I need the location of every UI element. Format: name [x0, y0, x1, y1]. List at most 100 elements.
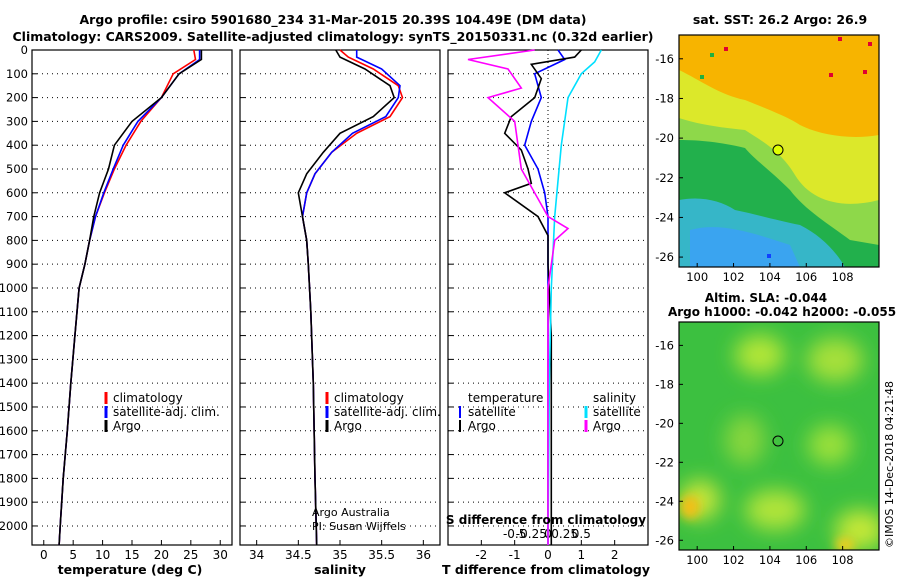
salinity-credit-line2: PI: Susan Wijffels — [312, 520, 406, 533]
map-x-tick-label: 108 — [832, 270, 854, 284]
s-tick-label: 0.25 — [551, 527, 578, 541]
temperature-legend: climatology satellite-adj. clim. Argo — [104, 391, 220, 433]
map-y-tick-label: -18 — [655, 377, 674, 391]
sla-argo-position-marker — [772, 435, 784, 447]
depth-tick-label: 1000 — [0, 281, 28, 295]
sst-argo-position-marker — [772, 144, 784, 156]
x-tick-label: 2 — [611, 548, 619, 562]
map-x-tick-label: 100 — [686, 553, 708, 567]
x-tick-label: 20 — [154, 548, 169, 562]
difference-legend-t-argo: Argo — [468, 419, 496, 433]
map-y-tick-label: -16 — [655, 52, 674, 66]
series-line-argo — [58, 50, 203, 546]
temperature-xlabel: temperature (deg C) — [58, 562, 203, 577]
depth-tick-label: 1300 — [0, 352, 28, 366]
map-y-tick-label: -20 — [655, 416, 674, 430]
map-x-tick-label: 106 — [795, 553, 817, 567]
series-line-satellite — [301, 50, 401, 546]
depth-tick-label: 1200 — [0, 329, 28, 343]
sst-map — [679, 35, 879, 267]
s-difference-label: S difference from climatology — [446, 513, 646, 527]
depth-tick-label: 1600 — [0, 424, 28, 438]
profiles-layer: 0100200300400500600700800900100011001200… — [0, 43, 648, 562]
x-tick-label: 36 — [416, 548, 431, 562]
salinity-panel-frame — [239, 49, 441, 546]
x-tick-label: 34 — [249, 548, 264, 562]
salinity-credit-line1: Argo Australia — [312, 506, 390, 519]
series-line-argo — [297, 49, 396, 546]
difference-xlabel: T difference from climatology — [442, 562, 650, 577]
x-tick-label: 34.5 — [285, 548, 312, 562]
series-line-climatology — [301, 49, 404, 546]
x-tick-label: 10 — [95, 548, 110, 562]
figure-title-line2: Climatology: CARS2009. Satellite-adjuste… — [12, 29, 653, 45]
sla-map-frame — [678, 321, 880, 551]
map-x-tick-label: 100 — [686, 270, 708, 284]
x-tick-label: 30 — [213, 548, 228, 562]
depth-tick-label: 100 — [6, 67, 28, 81]
x-tick-label: -2 — [475, 548, 487, 562]
map-y-tick-label: -26 — [655, 533, 674, 547]
x-tick-label: 15 — [124, 548, 139, 562]
x-tick-label: 35.5 — [368, 548, 395, 562]
map-y-tick-label: -16 — [655, 338, 674, 352]
temperature-legend-argo: Argo — [113, 419, 141, 433]
map-y-tick-label: -24 — [655, 494, 674, 508]
depth-tick-label: 400 — [6, 138, 28, 152]
x-tick-label: 0 — [544, 548, 552, 562]
map-y-tick-label: -26 — [655, 250, 674, 264]
map-y-tick-label: -18 — [655, 91, 674, 105]
depth-tick-label: 200 — [6, 91, 28, 105]
depth-tick-label: 1500 — [0, 400, 28, 414]
series-line-s-argo — [467, 49, 570, 545]
depth-tick-label: 700 — [6, 210, 28, 224]
map-x-tick-label: 102 — [723, 270, 745, 284]
sst-map-frame — [678, 34, 880, 268]
map-x-tick-label: 106 — [795, 270, 817, 284]
depth-tick-label: 1400 — [0, 376, 28, 390]
x-tick-label: -1 — [509, 548, 521, 562]
x-tick-label: 0 — [40, 548, 48, 562]
depth-tick-label: 500 — [6, 162, 28, 176]
temperature-legend-climatology: climatology — [113, 391, 183, 405]
series-line-s-satellite — [547, 49, 602, 546]
series-line-t-argo — [502, 49, 582, 545]
s-tick-label: 0.5 — [572, 527, 591, 541]
map-y-tick-label: -24 — [655, 210, 674, 224]
difference-legend-salinity-title: salinity — [593, 391, 636, 405]
depth-tick-label: 0 — [21, 43, 28, 57]
depth-tick-label: 1700 — [0, 448, 28, 462]
difference-legend-t-satellite: satellite — [468, 405, 516, 419]
imos-credit: ©IMOS 14-Dec-2018 04:21:48 — [883, 381, 896, 548]
map-axes-layer: 100 102 104 106 108 -16 -18 -20 -22 -24 -26 100 102 1… — [655, 52, 853, 567]
temperature-legend-satellite: satellite-adj. clim. — [113, 405, 220, 419]
map-y-tick-label: -22 — [655, 455, 674, 469]
x-tick-label: 5 — [69, 548, 77, 562]
x-tick-label: 1 — [578, 548, 586, 562]
depth-tick-label: 1900 — [0, 495, 28, 509]
map-x-tick-label: 102 — [723, 553, 745, 567]
salinity-legend-satellite: satellite-adj. clim. — [334, 405, 441, 419]
figure-title-line1: Argo profile: csiro 5901680_234 31-Mar-2… — [80, 12, 587, 28]
map-x-tick-label: 108 — [832, 553, 854, 567]
salinity-legend-climatology: climatology — [334, 391, 404, 405]
depth-tick-label: 800 — [6, 233, 28, 247]
depth-tick-label: 1800 — [0, 471, 28, 485]
x-tick-label: 25 — [183, 548, 198, 562]
salinity-legend-argo: Argo — [334, 419, 362, 433]
depth-tick-label: 600 — [6, 186, 28, 200]
salinity-legend: climatology satellite-adj. clim. Argo Ar… — [312, 391, 441, 533]
salinity-xlabel: salinity — [314, 562, 366, 577]
depth-tick-label: 300 — [6, 114, 28, 128]
map-x-tick-label: 104 — [759, 270, 781, 284]
temperature-panel-frame — [31, 49, 233, 546]
x-tick-label: 35 — [332, 548, 347, 562]
difference-legend-s-satellite: satellite — [593, 405, 641, 419]
depth-tick-label: 2000 — [0, 519, 28, 533]
s-tick-label: -0.5 — [503, 527, 526, 541]
map-y-tick-label: -20 — [655, 131, 674, 145]
difference-legend: temperature satellite Argo salinity sate… — [446, 391, 646, 527]
difference-legend-s-argo: Argo — [593, 419, 621, 433]
depth-tick-label: 1100 — [0, 305, 28, 319]
